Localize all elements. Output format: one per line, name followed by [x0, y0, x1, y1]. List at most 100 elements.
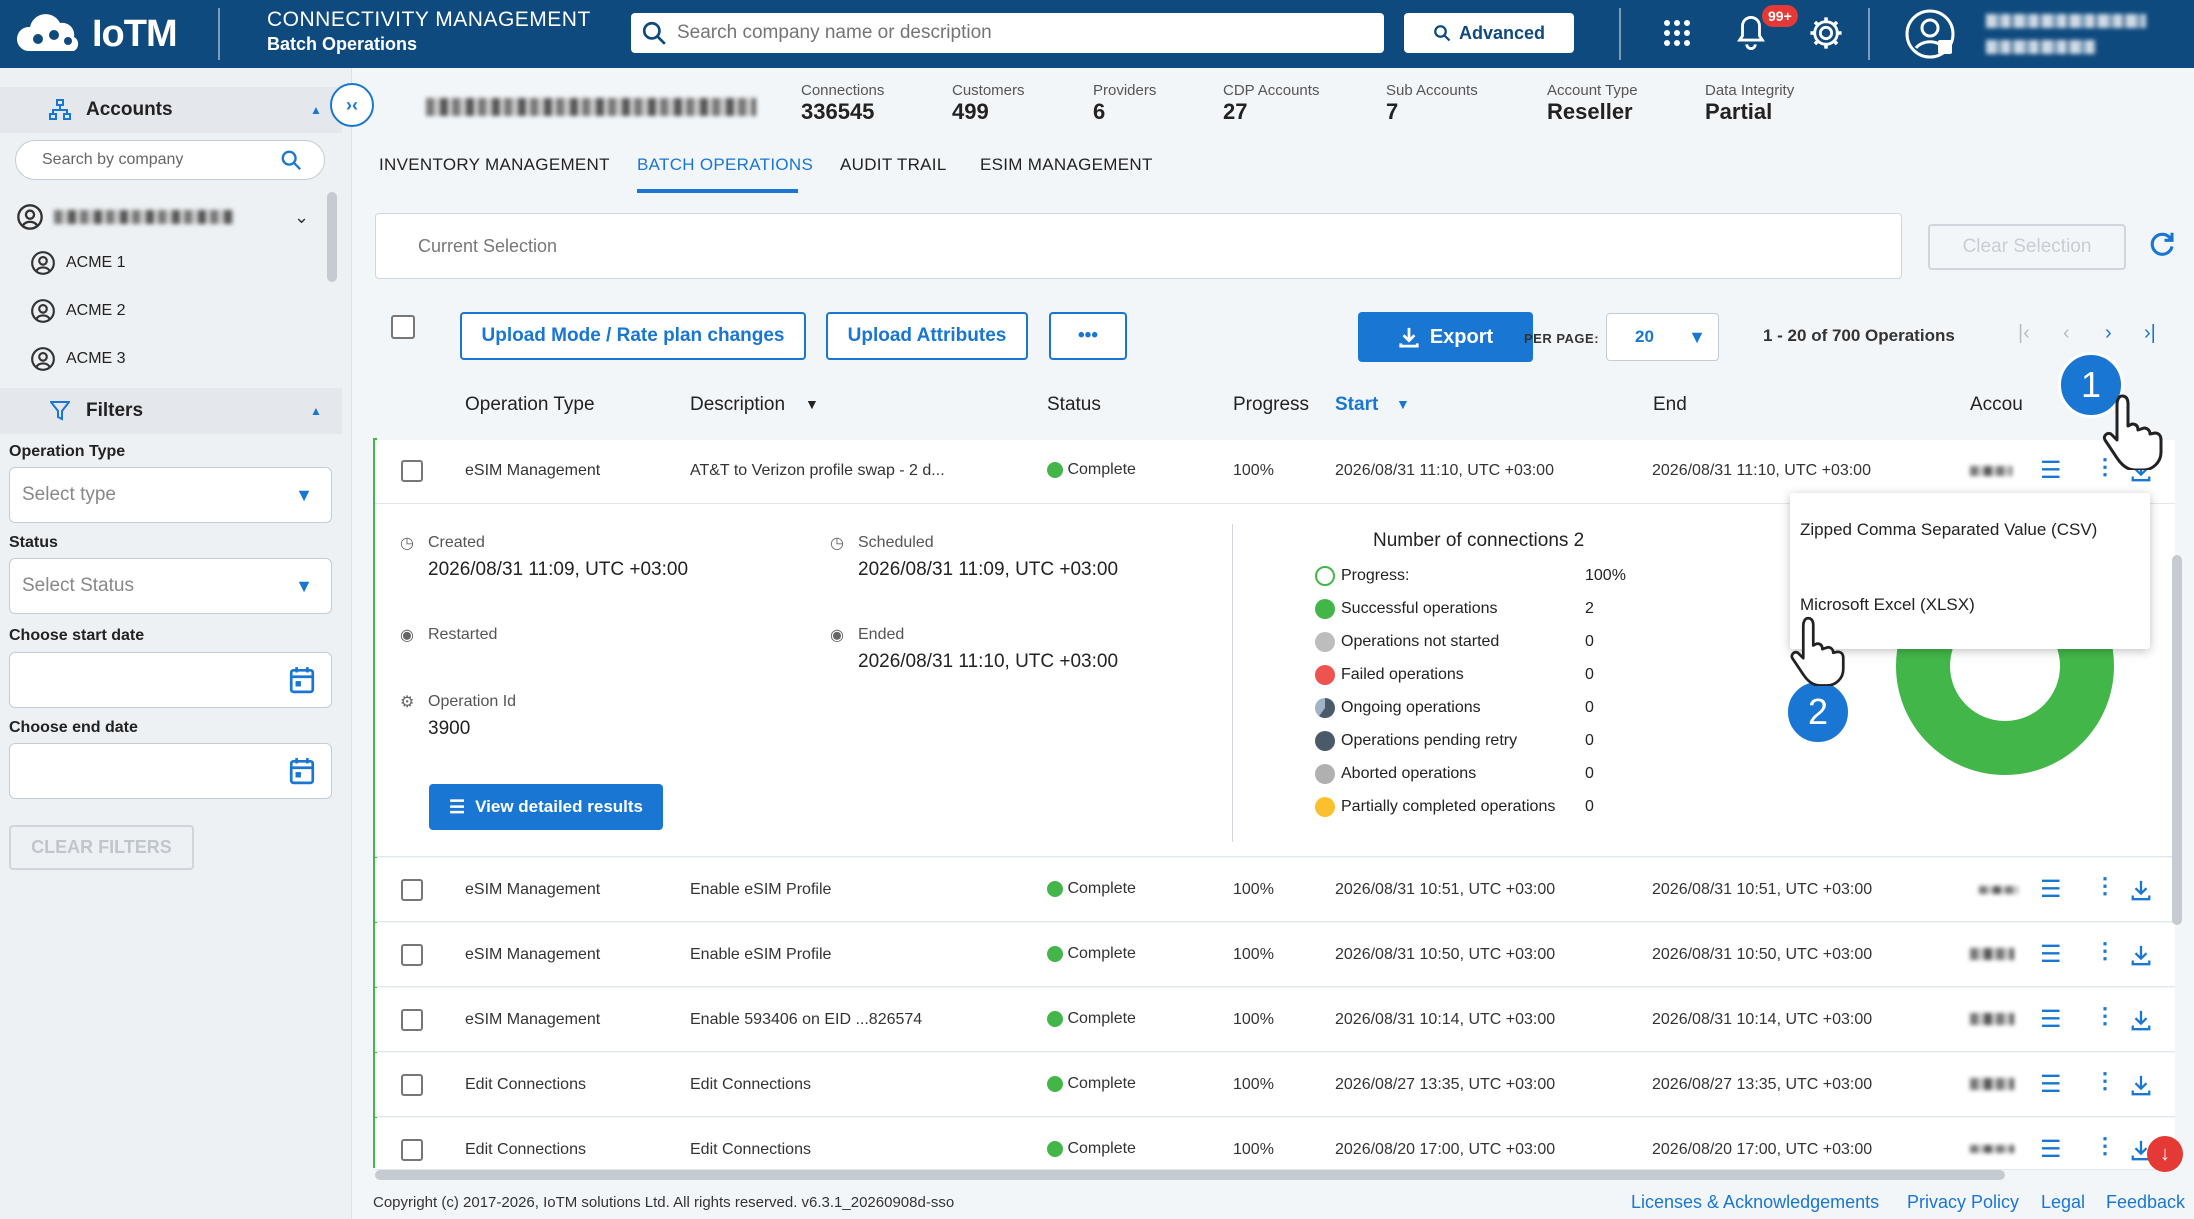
accounts-header[interactable]: Accounts ▲	[0, 87, 342, 133]
filters-header[interactable]: Filters ▲	[0, 388, 342, 434]
global-search[interactable]	[631, 13, 1384, 53]
download-icon[interactable]	[2130, 1074, 2152, 1096]
per-page-select[interactable]: 20 ▼	[1606, 313, 1719, 361]
row-checkbox[interactable]	[401, 879, 423, 901]
col-start[interactable]: Start	[1335, 394, 1379, 415]
scroll-down-arrow-icon[interactable]: ↓	[2147, 1136, 2183, 1172]
row-checkbox[interactable]	[401, 460, 423, 482]
sidebar-scrollbar[interactable]	[327, 192, 337, 282]
table-row[interactable]: Edit Connections Edit Connections Comple…	[375, 1118, 2175, 1170]
licenses-link[interactable]: Licenses & Acknowledgements	[1631, 1192, 1880, 1212]
kebab-menu-icon[interactable]: ⋮	[2094, 1133, 2116, 1158]
list-details-icon[interactable]: ☰	[2040, 457, 2062, 484]
list-details-icon[interactable]: ☰	[2040, 876, 2062, 903]
list-details-icon[interactable]: ☰	[2040, 1136, 2062, 1163]
list-details-icon[interactable]: ☰	[2040, 1006, 2062, 1033]
refresh-icon[interactable]	[2147, 229, 2177, 259]
first-page-icon[interactable]: |‹	[2018, 322, 2030, 344]
vertical-scrollbar[interactable]	[2172, 555, 2182, 925]
parent-account-row[interactable]: ⌄	[16, 202, 332, 232]
privacy-policy-link[interactable]: Privacy Policy	[1907, 1192, 2020, 1212]
status-select[interactable]: Select Status ▼	[9, 558, 332, 614]
row-checkbox[interactable]	[401, 944, 423, 966]
last-page-icon[interactable]: ›|	[2144, 322, 2156, 344]
logo[interactable]: IoTM	[14, 8, 178, 60]
select-all-checkbox[interactable]	[391, 315, 415, 339]
menu-item-xlsx[interactable]: Microsoft Excel (XLSX)	[1800, 595, 1975, 614]
step-callout-1: 1	[2058, 352, 2124, 418]
collapse-up-icon[interactable]: ▲	[310, 103, 322, 117]
advanced-search-button[interactable]: Advanced	[1404, 13, 1574, 53]
end-date-input[interactable]	[9, 743, 332, 799]
col-status[interactable]: Status	[1047, 394, 1101, 415]
current-selection-box[interactable]: Current Selection	[375, 213, 1902, 279]
next-page-icon[interactable]: ›	[2105, 322, 2112, 344]
table-row[interactable]: eSIM Management Enable 593406 on EID ...…	[375, 988, 2175, 1052]
download-icon[interactable]	[2130, 1009, 2152, 1031]
tab-esim-management[interactable]: ESIM MANAGEMENT	[980, 155, 1153, 174]
clock-icon: ◷	[400, 535, 414, 552]
col-operation-type[interactable]: Operation Type	[465, 394, 595, 415]
kebab-menu-icon[interactable]: ⋮	[2094, 1003, 2116, 1028]
download-icon[interactable]	[2130, 944, 2152, 966]
tab-audit-trail[interactable]: AUDIT TRAIL	[840, 155, 947, 174]
calendar-icon[interactable]	[289, 666, 315, 694]
upload-mode-button[interactable]: Upload Mode / Rate plan changes	[460, 312, 806, 360]
menu-item-csv[interactable]: Zipped Comma Separated Value (CSV)	[1800, 520, 2098, 539]
account-name-redacted	[54, 210, 234, 224]
legend-partially-completed: Partially completed operations 0	[1315, 797, 1615, 817]
col-description[interactable]: Description	[690, 394, 786, 415]
legal-link[interactable]: Legal	[2041, 1192, 2086, 1212]
list-details-icon[interactable]: ☰	[2040, 941, 2062, 968]
col-progress[interactable]: Progress	[1233, 394, 1310, 415]
kebab-menu-icon[interactable]: ⋮	[2094, 1068, 2116, 1093]
more-actions-button[interactable]: •••	[1049, 312, 1127, 360]
feedback-link[interactable]: Feedback	[2106, 1192, 2186, 1212]
notification-badge: 99+	[1762, 5, 1798, 27]
status-dot	[1047, 1075, 1063, 1092]
col-account[interactable]: Accou	[1970, 394, 2023, 415]
table-row[interactable]: eSIM Management Enable eSIM Profile Comp…	[375, 858, 2175, 922]
cell-description: Edit Connections	[690, 1141, 811, 1158]
sort-down-icon[interactable]: ▼	[805, 396, 819, 412]
calendar-icon[interactable]	[289, 757, 315, 785]
row-checkbox[interactable]	[401, 1139, 423, 1161]
collapse-up-icon[interactable]: ▲	[310, 404, 322, 418]
clear-filters-button[interactable]: CLEAR FILTERS	[9, 825, 194, 870]
chevron-down-icon[interactable]: ⌄	[294, 206, 310, 227]
cell-description: AT&T to Verizon profile swap - 2 d...	[690, 462, 945, 479]
tab-batch-operations[interactable]: BATCH OPERATIONS	[637, 155, 814, 174]
table-row[interactable]: eSIM Management Enable eSIM Profile Comp…	[375, 923, 2175, 987]
operation-type-select[interactable]: Select type ▼	[9, 467, 332, 523]
global-search-input[interactable]	[677, 22, 1384, 44]
bell-icon[interactable]	[1734, 14, 1768, 52]
account-item[interactable]: ACME 3	[30, 346, 126, 372]
legend-not-started: Operations not started 0	[1315, 632, 1615, 652]
list-details-icon[interactable]: ☰	[2040, 1071, 2062, 1098]
row-checkbox[interactable]	[401, 1074, 423, 1096]
kebab-menu-icon[interactable]: ⋮	[2094, 454, 2116, 479]
horizontal-scrollbar[interactable]	[375, 1170, 2005, 1180]
sidebar-toggle-icon[interactable]: ›‹	[330, 83, 374, 127]
account-item[interactable]: ACME 1	[30, 250, 126, 276]
start-date-input[interactable]	[9, 652, 332, 708]
cell-end: 2026/08/20 17:00, UTC +03:00	[1652, 1141, 1873, 1158]
kebab-menu-icon[interactable]: ⋮	[2094, 938, 2116, 963]
download-icon[interactable]	[2130, 879, 2152, 901]
upload-attributes-button[interactable]: Upload Attributes	[826, 312, 1028, 360]
account-item[interactable]: ACME 2	[30, 298, 126, 324]
sort-down-icon[interactable]: ▼	[1396, 396, 1410, 412]
col-end[interactable]: End	[1653, 394, 1687, 415]
view-detailed-results-button[interactable]: ☰ View detailed results	[429, 784, 663, 830]
company-search[interactable]: Search by company	[15, 140, 325, 180]
row-checkbox[interactable]	[401, 1009, 423, 1031]
prev-page-icon[interactable]: ‹	[2063, 322, 2070, 344]
apps-grid-icon[interactable]	[1662, 18, 1692, 48]
clear-selection-button[interactable]: Clear Selection	[1928, 224, 2126, 270]
kebab-menu-icon[interactable]: ⋮	[2094, 873, 2116, 898]
gear-icon[interactable]	[1809, 16, 1843, 50]
table-row[interactable]: Edit Connections Edit Connections Comple…	[375, 1053, 2175, 1117]
export-button[interactable]: Export	[1358, 312, 1533, 362]
user-avatar-icon[interactable]	[1904, 8, 1956, 60]
tab-inventory-management[interactable]: INVENTORY MANAGEMENT	[379, 155, 610, 174]
